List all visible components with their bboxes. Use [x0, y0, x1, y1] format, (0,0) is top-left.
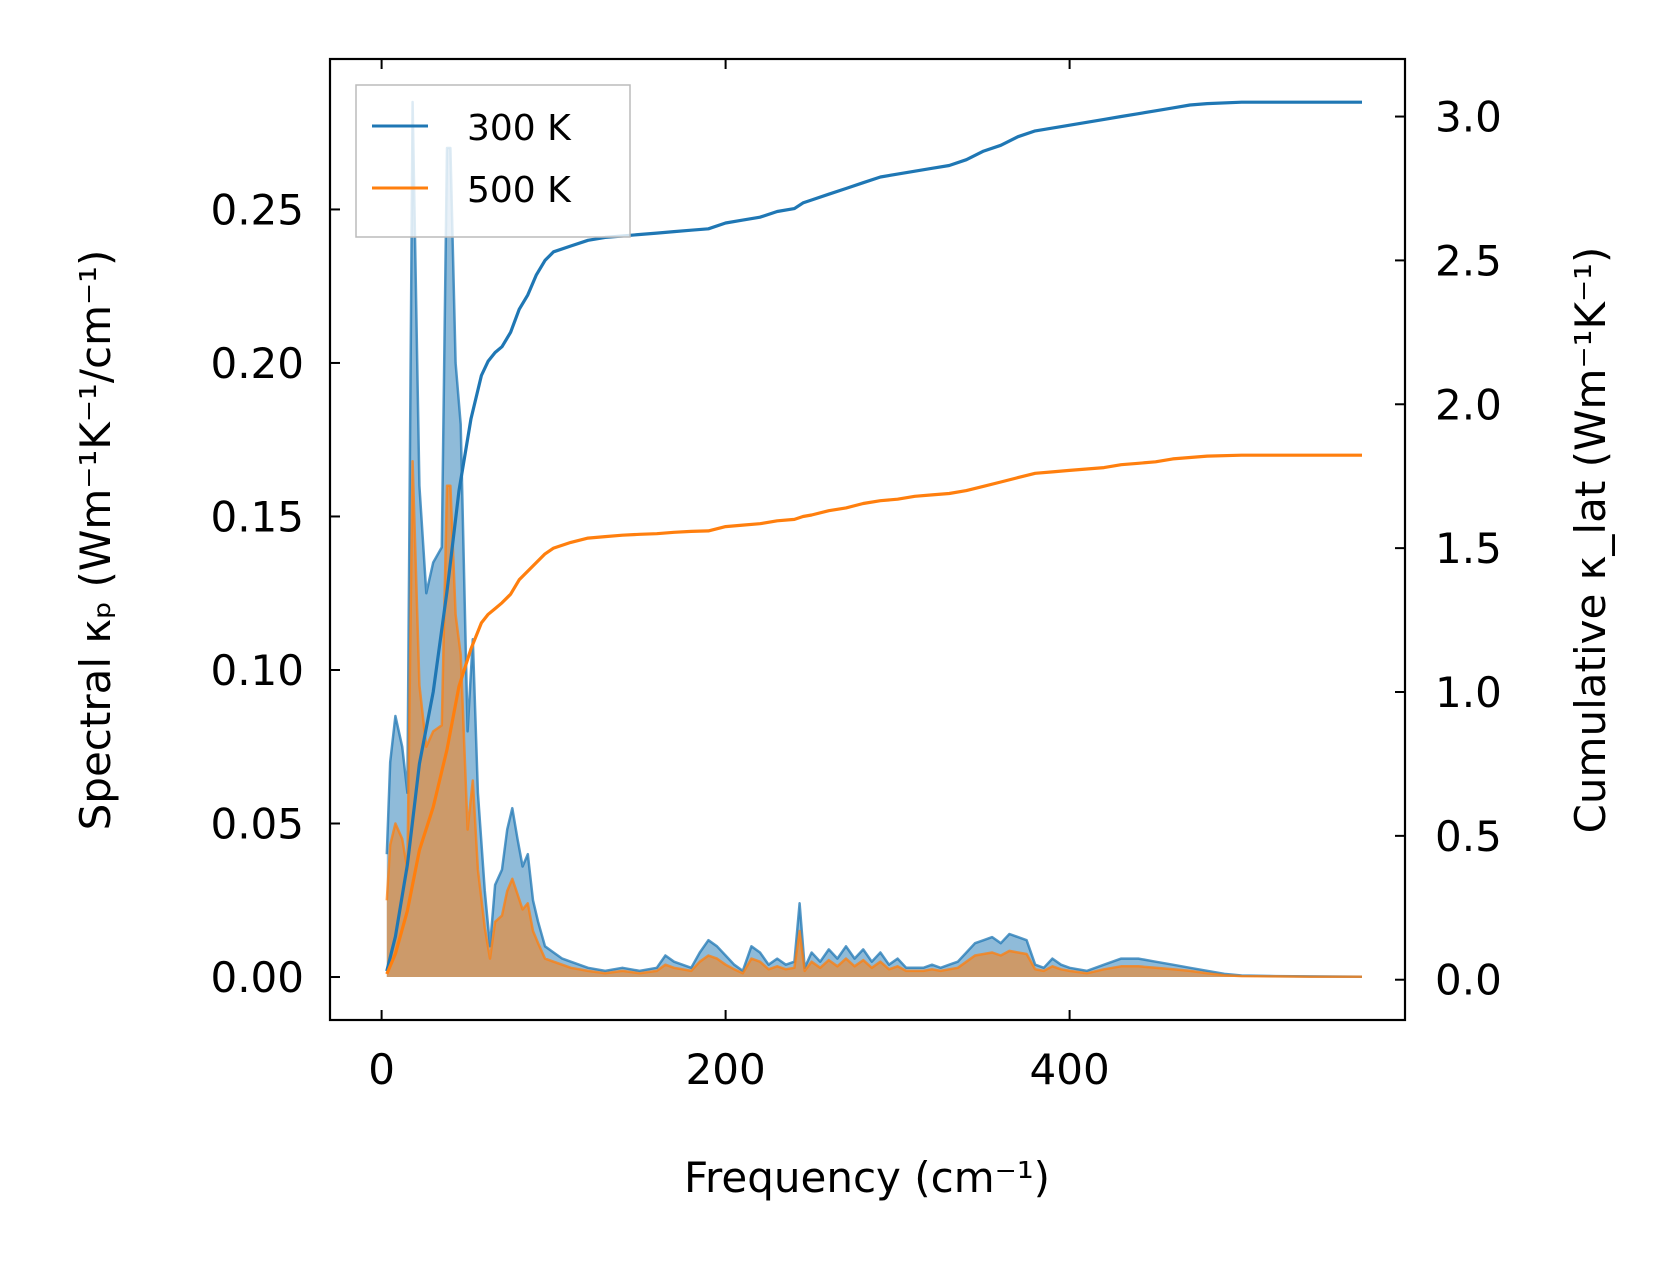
y-left-tick-label: 0.25	[210, 185, 304, 234]
x-tick-label: 0	[368, 1045, 395, 1094]
cumulative-line-500k	[385, 453, 1362, 975]
y-axis-right-label: Cumulative κ_lat (Wm⁻¹K⁻¹)	[1566, 247, 1615, 834]
legend-label-300k: 300 K	[467, 108, 572, 149]
y-right-tick-label: 1.0	[1435, 668, 1502, 717]
y-right-tick-label: 3.0	[1435, 93, 1502, 142]
y-left-tick-label: 0.20	[210, 339, 304, 388]
y-right-tick-label: 2.5	[1435, 236, 1502, 285]
y-left-tick-label: 0.05	[210, 800, 304, 849]
x-tick-label: 200	[686, 1045, 766, 1094]
spectral-fill-layer	[385, 100, 1363, 978]
y-axis-left-label: Spectral κₚ (Wm⁻¹K⁻¹/cm⁻¹)	[71, 250, 120, 831]
legend: 300 K 500 K	[355, 84, 631, 238]
legend-label-500k: 500 K	[467, 170, 572, 211]
y-right-tick-label: 2.0	[1435, 380, 1502, 429]
spectral-line-500k	[385, 459, 1362, 978]
legend-box	[355, 84, 631, 238]
plot-frame	[328, 57, 1407, 1022]
y-left-tick-label: 0.15	[210, 492, 304, 541]
x-axis-label: Frequency (cm⁻¹)	[684, 1153, 1050, 1202]
tick-layer	[330, 59, 1405, 1020]
y-left-tick-label: 0.10	[210, 646, 304, 695]
y-left-tick-label: 0.00	[210, 953, 304, 1002]
tick-label-layer: 0 200 400 0.00 0.05 0.10 0.15 0.20 0.25 0.0 0.5 1.0…	[210, 93, 1501, 1094]
x-tick-label: 400	[1030, 1045, 1110, 1094]
y-right-tick-label: 0.5	[1435, 812, 1502, 861]
line-layer	[385, 100, 1362, 975]
spectral-line-300k	[385, 100, 1363, 978]
cumulative-line-300k	[385, 100, 1362, 972]
y-right-tick-label: 1.5	[1435, 524, 1502, 573]
y-right-tick-label: 0.0	[1435, 956, 1502, 1005]
